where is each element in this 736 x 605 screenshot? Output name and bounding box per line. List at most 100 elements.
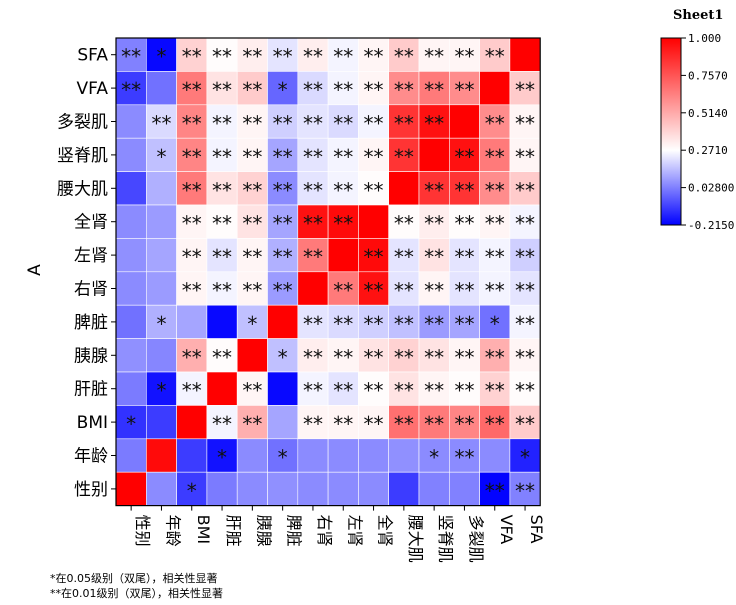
significance-marker: ** [182,379,202,403]
heatmap-cell [236,71,268,106]
significance-marker: ** [273,112,293,136]
heatmap-cell [146,405,177,440]
heatmap-cell [327,238,359,273]
significance-marker: ** [485,145,505,169]
significance-marker: ** [485,279,505,303]
heatmap-cell [176,405,208,440]
heatmap-cell [206,71,238,106]
significance-marker: ** [303,178,323,202]
significance-marker: * [490,312,500,336]
heatmap-cell [418,137,450,172]
heatmap-cell [418,238,450,273]
heatmap-cell [176,104,208,139]
heatmap-cell [206,471,238,506]
heatmap-cell [388,271,420,306]
significance-marker: ** [515,479,535,503]
heatmap-cell [115,137,147,172]
colorbar-tick-label: -0.2150 [688,219,734,232]
significance-marker: ** [333,279,353,303]
colorbar-tick-label: 1.000 [688,32,721,45]
significance-marker: ** [424,345,444,369]
plot-frame [115,37,541,507]
significance-marker: ** [515,78,535,102]
heatmap-cell [388,137,420,172]
row-label: 右肾 [74,280,108,300]
column-labels: 性别 年龄 BMI 肝脏 胰腺 脾脏 右肾 左肾 全肾 腰大肌 竖脊肌 多裂肌 VFA SFA [130,505,546,563]
significance-marker: ** [182,245,202,269]
heatmap-cell [388,438,420,473]
significance-marker: ** [212,112,232,136]
significance-marker: ** [424,212,444,236]
significance-marker: ** [485,112,505,136]
column-label: VFA [497,515,516,545]
heatmap-cell [479,171,511,206]
significance-marker: ** [485,345,505,369]
significance-marker: ** [333,45,353,69]
significance-marker: ** [242,78,262,102]
significance-marker: ** [121,78,141,102]
significance-marker: ** [364,379,384,403]
significance-marker: ** [303,145,323,169]
significance-marker: ** [485,45,505,69]
significance-marker: ** [182,279,202,303]
significance-marker: ** [303,45,323,69]
heatmap-cell [327,271,359,306]
heatmap-cell [176,338,208,373]
significance-marker: ** [485,178,505,202]
significance-marker: ** [515,412,535,436]
heatmap-cell [115,104,147,139]
significance-marker: ** [394,345,414,369]
heatmap-cell [358,71,389,106]
significance-marker: ** [333,312,353,336]
heatmap-cell [146,71,177,106]
heatmap-cell [418,438,450,473]
significance-marker: ** [333,145,353,169]
significance-marker: ** [212,412,232,436]
significance-marker: * [278,78,288,102]
heatmap-cell [448,338,480,373]
heatmap-cell [206,271,238,306]
significance-marker: ** [424,45,444,69]
heatmap-cell [388,37,420,72]
heatmap-cell [267,71,299,106]
heatmap-cell [327,471,359,506]
colorbar-tick-label: 0.02800 [688,182,734,195]
heatmap-cell [236,271,268,306]
column-label: 右肾 [315,515,334,547]
heatmap-cell [297,471,329,506]
significance-marker: ** [364,312,384,336]
heatmap-cell [176,371,208,406]
heatmap-cell [418,371,450,406]
significance-marker: ** [485,479,505,503]
heatmap-cell [358,304,389,339]
heatmap-cell [388,405,420,440]
heatmap-cell [176,304,208,339]
row-label: BMI [77,413,108,433]
heatmap-cell [358,204,389,239]
heatmap-cell [448,471,480,506]
significance-marker: ** [394,145,414,169]
heatmap-cell [146,171,177,206]
significance-marker: ** [212,212,232,236]
significance-marker: ** [182,212,202,236]
column-label: 左肾 [345,515,364,547]
heatmap-cell [388,204,420,239]
significance-marker: * [429,446,439,470]
column-label: 性别 [133,515,152,547]
heatmap-cell [146,204,177,239]
heatmap-cell [297,304,329,339]
heatmap-cell [297,104,329,139]
row-label: 性别 [74,480,108,500]
column-label: SFA [527,515,546,544]
significance-marker: ** [303,212,323,236]
significance-marker: ** [303,245,323,269]
significance-marker: ** [212,178,232,202]
column-label: 腰大肌 [406,515,425,563]
significance-marker: ** [303,312,323,336]
heatmap-cell [509,71,541,106]
heatmap-cell [236,238,268,273]
colorbar-title: Sheet1 [673,8,724,23]
heatmap-cell [206,338,238,373]
significance-marker: ** [485,245,505,269]
